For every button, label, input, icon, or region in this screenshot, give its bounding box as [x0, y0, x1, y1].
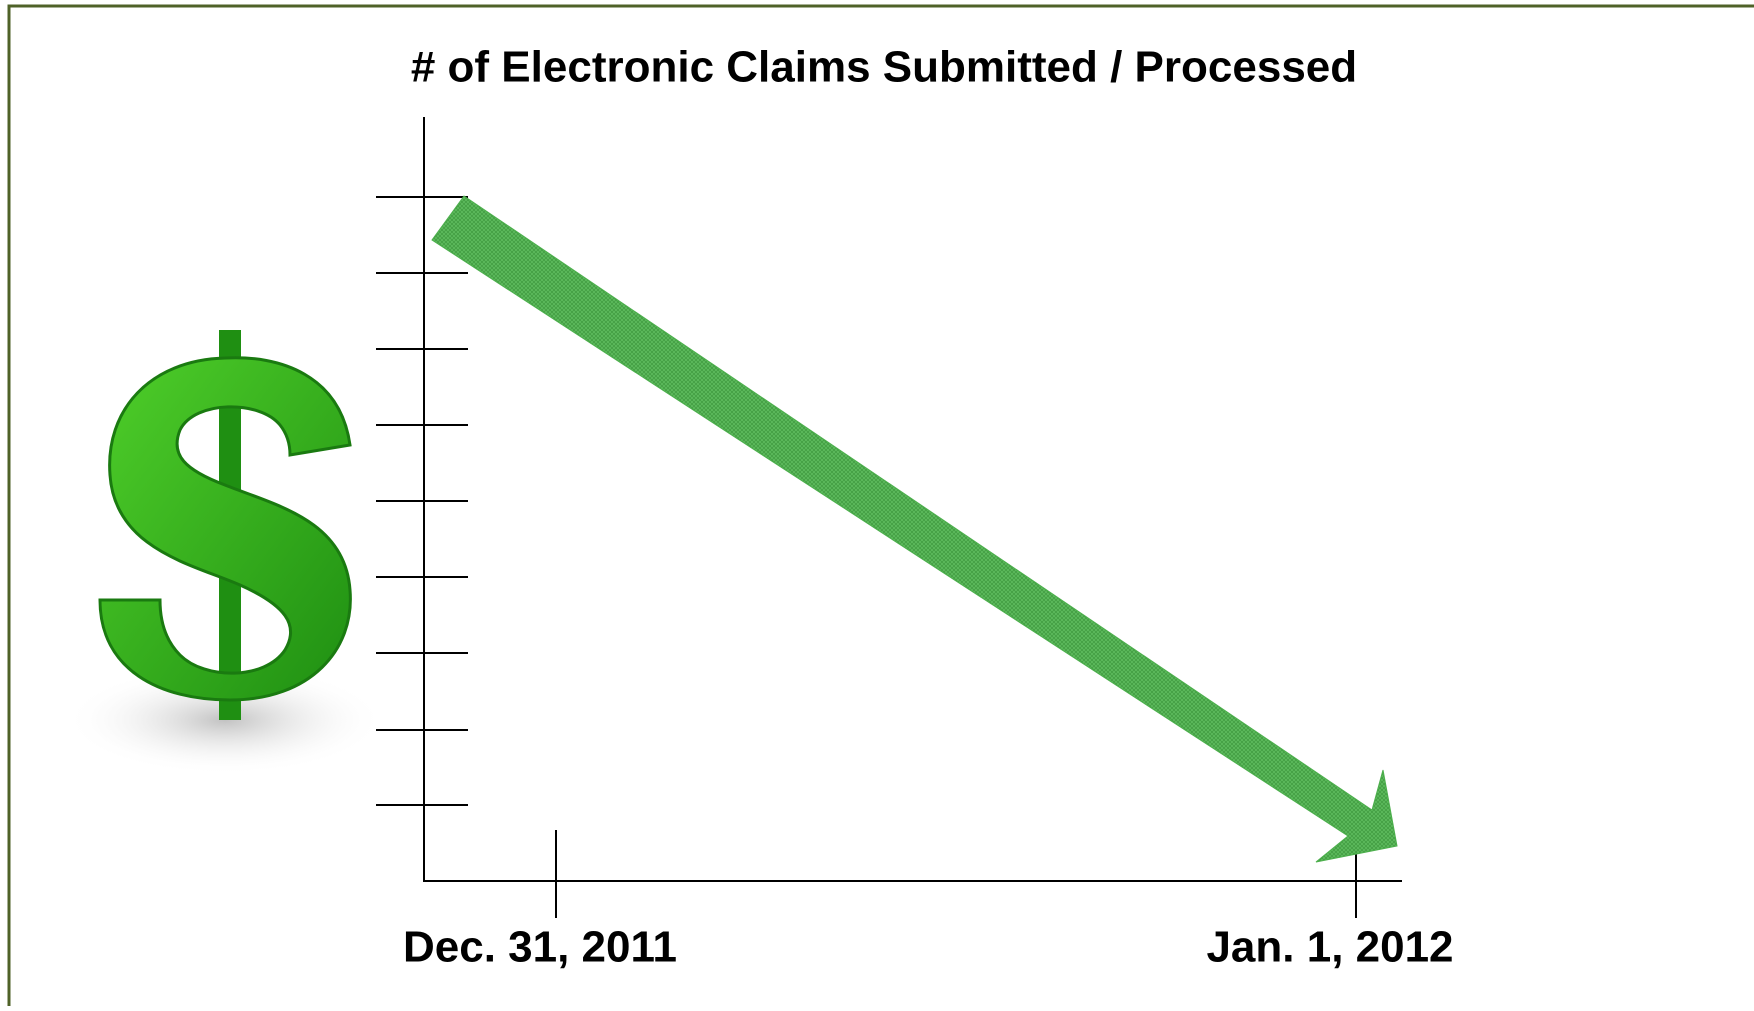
x-label: Jan. 1, 2012 — [1206, 923, 1453, 972]
page: # of Electronic Claims Submitted / Proce… — [0, 0, 1754, 1006]
dollar-icon — [65, 330, 385, 775]
x-label: Dec. 31, 2011 — [403, 923, 677, 972]
downward-arrow — [432, 196, 1397, 862]
slide: # of Electronic Claims Submitted / Proce… — [0, 0, 1754, 1006]
chart-title: # of Electronic Claims Submitted / Proce… — [411, 43, 1357, 92]
